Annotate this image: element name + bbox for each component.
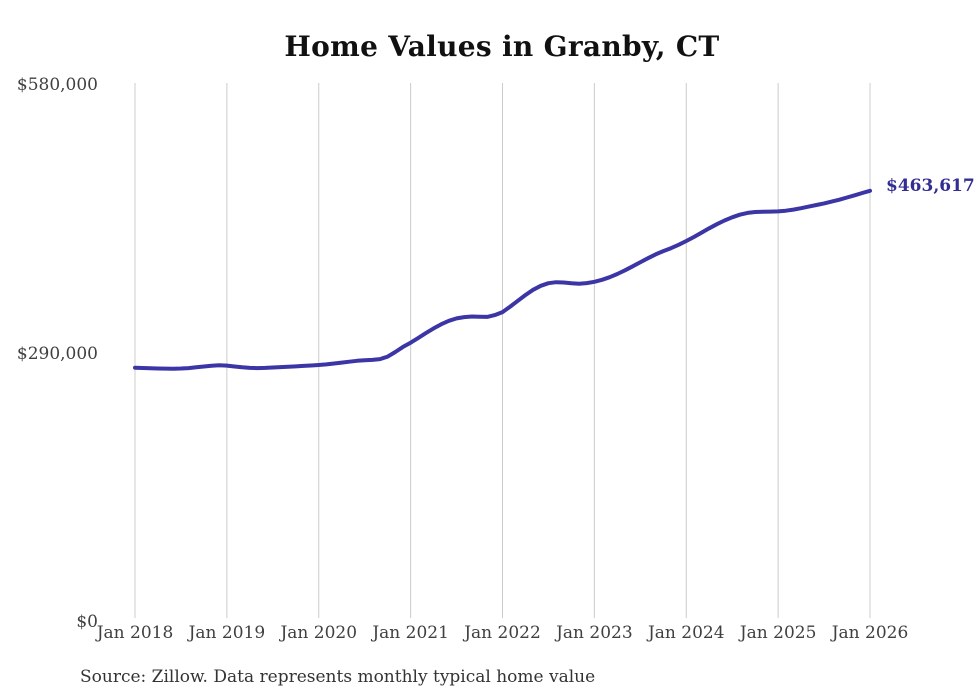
source-note: Source: Zillow. Data represents monthly …: [80, 667, 596, 687]
x-axis-label: Jan 2025: [739, 623, 817, 643]
x-axis-label: Jan 2020: [280, 623, 358, 643]
x-axis-label: Jan 2019: [188, 623, 266, 643]
x-axis-label: Jan 2021: [372, 623, 449, 643]
x-axis-label: Jan 2022: [464, 623, 541, 643]
y-axis-label: $0: [76, 612, 98, 632]
chart-title: Home Values in Granby, CT: [284, 30, 720, 63]
home-value-line: [133, 188, 872, 371]
x-axis-label: Jan 2023: [556, 623, 633, 643]
x-axis-label: Jan 2026: [831, 623, 909, 643]
y-axis-label: $290,000: [16, 343, 98, 364]
x-axis-label: Jan 2024: [647, 623, 725, 643]
x-axis-label: Jan 2018: [96, 623, 174, 643]
latest-value-label: $463,617: [886, 175, 975, 196]
y-axis-label: $580,000: [16, 75, 98, 95]
